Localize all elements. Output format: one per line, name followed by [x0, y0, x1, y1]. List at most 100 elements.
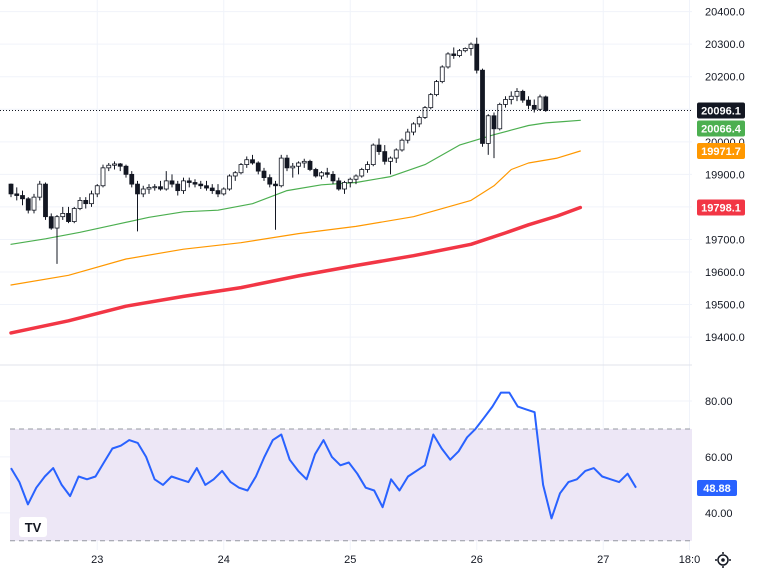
tradingview-logo[interactable]: TV: [19, 517, 47, 537]
candle: [123, 164, 129, 178]
candle-body: [353, 175, 359, 180]
candle: [186, 177, 192, 188]
candle: [543, 95, 549, 112]
price-tick-label: 20400.0: [705, 7, 745, 19]
candle: [255, 161, 261, 175]
candle-body: [215, 190, 221, 195]
candle-body: [250, 159, 255, 164]
candle-body: [273, 183, 278, 187]
candle-body: [267, 177, 273, 185]
price-tick-label: 20300.0: [705, 39, 745, 51]
tradingview-logo-text: TV: [25, 520, 42, 535]
time-tick-label: 24: [218, 554, 230, 566]
candle-body: [54, 216, 60, 229]
ma-red-line: [9, 205, 583, 335]
candle: [422, 106, 428, 120]
candle: [457, 49, 462, 58]
candle-body: [514, 90, 520, 97]
candlestick-series: [8, 37, 549, 264]
candle-body: [100, 167, 106, 187]
price-badge-box: [697, 143, 745, 160]
moving-averages: [9, 119, 583, 335]
candle: [445, 52, 451, 69]
price-badge: 20066.4: [697, 120, 745, 137]
candle-body: [520, 90, 526, 101]
candle: [370, 143, 376, 167]
candle: [503, 96, 508, 108]
candle-body: [175, 183, 181, 192]
candle: [106, 162, 112, 172]
candle-body: [77, 200, 83, 209]
candle: [181, 177, 186, 194]
candle-body: [181, 180, 186, 192]
candle: [462, 47, 468, 53]
rsi-tick-label: 80.00: [705, 396, 733, 408]
price-badge-box: [697, 120, 745, 137]
rsi-series: [10, 391, 637, 520]
candle: [399, 138, 405, 152]
candle-body: [66, 213, 71, 222]
candle: [393, 148, 399, 163]
candle-body: [457, 50, 462, 56]
candle-body: [336, 180, 342, 190]
candle-body: [497, 103, 503, 130]
candle-body: [462, 48, 468, 52]
candle: [474, 37, 480, 74]
candle: [140, 185, 146, 198]
candle: [411, 122, 416, 136]
candle: [209, 184, 215, 194]
candle-body: [158, 186, 163, 190]
candle: [365, 161, 370, 173]
price-badge: 19971.7: [697, 143, 745, 160]
price-badge-box: [697, 102, 745, 119]
candle: [37, 180, 43, 201]
candle-body: [290, 165, 296, 169]
candle-body: [439, 66, 445, 83]
candle-body: [503, 99, 508, 105]
candle-body: [330, 173, 336, 182]
candle-body: [255, 162, 261, 172]
candle-body: [83, 200, 89, 205]
time-axis[interactable]: 23 24 25 26 27 18:0: [91, 554, 700, 566]
candle-body: [37, 183, 43, 198]
settings-icon[interactable]: [715, 552, 731, 568]
price-tick-label: 19600.0: [705, 267, 745, 279]
price-axis[interactable]: 20400.020300.020200.020100.020000.019900…: [705, 7, 745, 344]
candle: [508, 91, 514, 105]
candle: [94, 184, 100, 198]
candle: [485, 114, 491, 155]
candle: [227, 174, 232, 191]
candle: [342, 180, 347, 194]
candle-body: [244, 159, 250, 165]
candle: [290, 162, 296, 178]
candle-body: [14, 193, 20, 196]
candle: [250, 154, 255, 165]
candle: [468, 42, 474, 56]
candle-body: [8, 183, 14, 195]
candle: [238, 162, 244, 175]
candle: [198, 180, 204, 190]
candle-body: [485, 115, 491, 144]
candle-body: [238, 164, 244, 174]
candle: [301, 158, 307, 168]
candle-body: [89, 193, 94, 205]
candle-body: [370, 144, 376, 165]
candle-body: [428, 94, 434, 109]
candle-body: [123, 165, 129, 175]
candle-body: [434, 81, 439, 96]
candle: [204, 180, 209, 191]
candle: [324, 167, 330, 178]
candle: [307, 159, 313, 172]
price-tick-label: 19400.0: [705, 332, 745, 344]
rsi-axis[interactable]: 80.00 60.00 40.00: [705, 396, 733, 520]
candle: [8, 183, 14, 198]
price-badge: 19798.1: [697, 199, 745, 216]
ma-orange-line: [10, 150, 581, 286]
candle: [175, 180, 181, 196]
candle-body: [204, 185, 209, 189]
candle: [353, 174, 359, 185]
candle-body: [324, 172, 330, 175]
candle: [135, 180, 140, 232]
candle-body: [60, 213, 66, 218]
